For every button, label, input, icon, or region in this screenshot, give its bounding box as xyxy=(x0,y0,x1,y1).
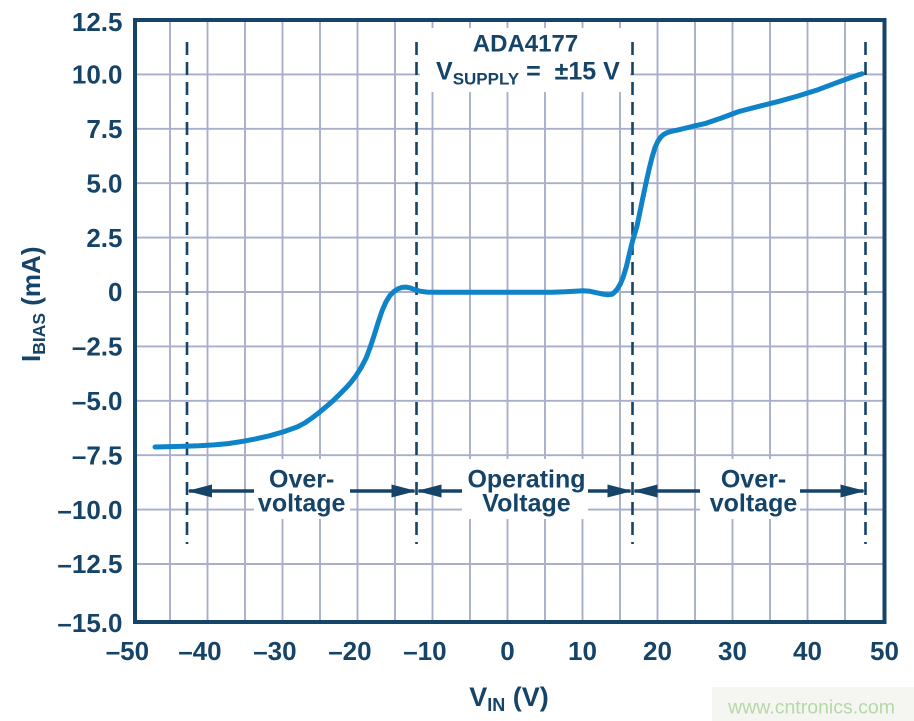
svg-text:–15.0: –15.0 xyxy=(57,608,122,638)
svg-text:ADA4177: ADA4177 xyxy=(473,31,578,58)
svg-text:5.0: 5.0 xyxy=(86,168,122,198)
svg-text:10: 10 xyxy=(568,636,597,666)
svg-text:2.5: 2.5 xyxy=(86,223,122,253)
svg-text:–50: –50 xyxy=(106,636,149,666)
svg-text:–2.5: –2.5 xyxy=(72,332,123,362)
svg-text:10.0: 10.0 xyxy=(72,60,123,90)
svg-text:voltage: voltage xyxy=(710,490,798,518)
svg-text:–12.5: –12.5 xyxy=(57,549,122,579)
svg-text:Over-: Over- xyxy=(721,466,786,494)
svg-text:50: 50 xyxy=(870,636,899,666)
svg-text:–5.0: –5.0 xyxy=(72,386,123,416)
svg-text:www.cntronics.com: www.cntronics.com xyxy=(727,697,895,719)
svg-text:12.5: 12.5 xyxy=(72,7,123,37)
svg-text:VIN (V): VIN (V) xyxy=(469,682,549,715)
svg-text:40: 40 xyxy=(793,636,822,666)
svg-text:–7.5: –7.5 xyxy=(72,440,123,470)
svg-text:–30: –30 xyxy=(253,636,296,666)
svg-text:–20: –20 xyxy=(328,636,371,666)
svg-text:20: 20 xyxy=(643,636,672,666)
svg-text:Operating: Operating xyxy=(467,466,585,494)
svg-text:Over-: Over- xyxy=(269,466,334,494)
svg-text:–10.0: –10.0 xyxy=(57,495,122,525)
svg-text:–40: –40 xyxy=(178,636,221,666)
svg-text:0: 0 xyxy=(500,636,514,666)
svg-text:30: 30 xyxy=(718,636,747,666)
svg-text:voltage: voltage xyxy=(258,490,346,518)
svg-text:–10: –10 xyxy=(403,636,446,666)
svg-text:7.5: 7.5 xyxy=(86,114,122,144)
svg-text:0: 0 xyxy=(108,277,122,307)
svg-text:Voltage: Voltage xyxy=(482,490,571,518)
